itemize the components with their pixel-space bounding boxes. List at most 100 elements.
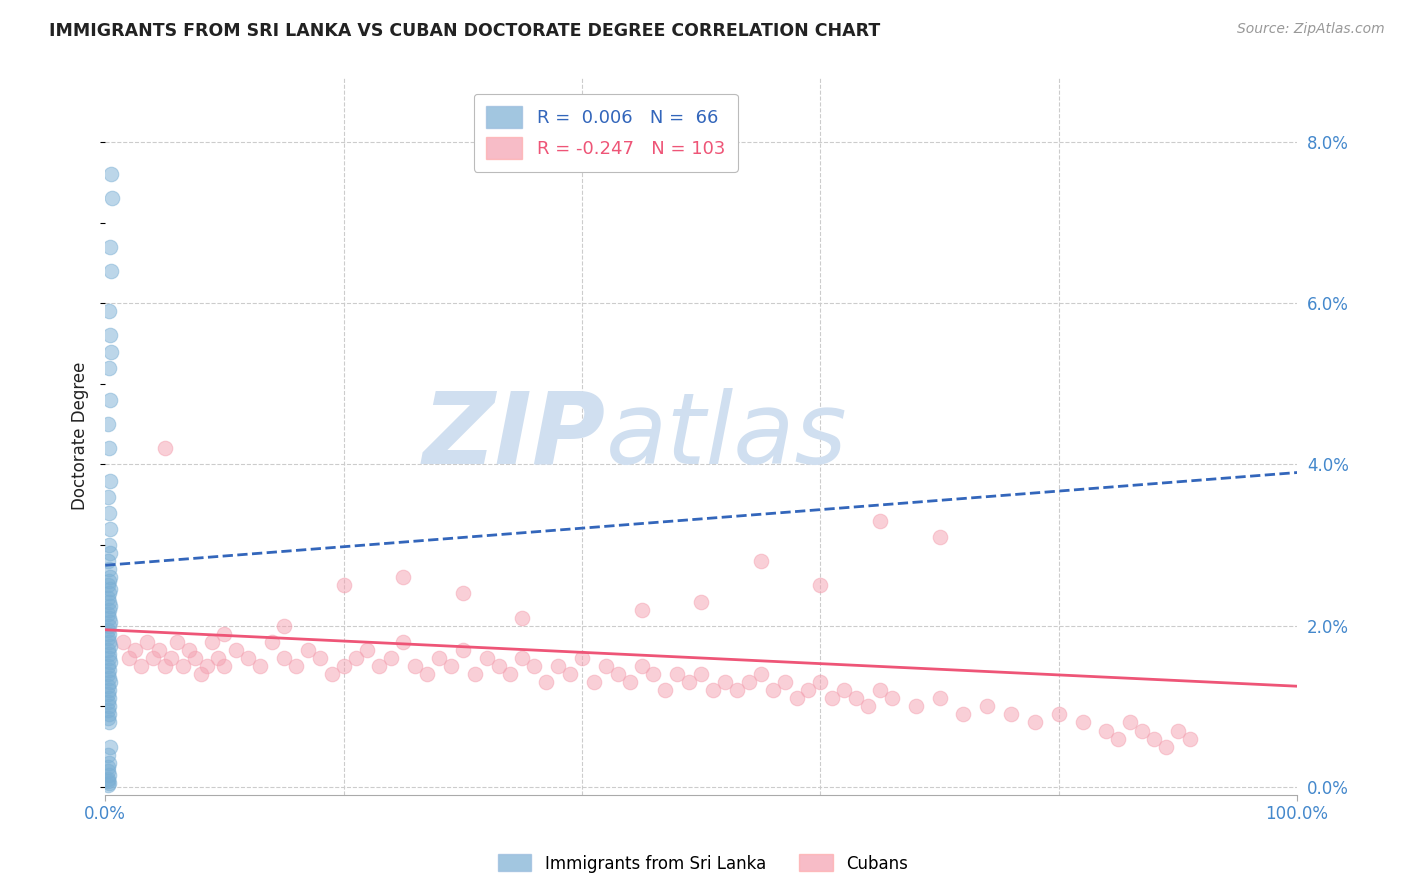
Point [98,739,121,754]
Legend: R =  0.006   N =  66, R = -0.247   N = 103: R = 0.006 N = 66, R = -0.247 N = 103 [474,94,738,172]
Point [1119,715,1142,730]
Point [98,599,121,613]
Point [214,659,236,673]
Point [100,344,122,359]
Point [749,554,772,568]
Point [100,167,122,181]
Text: IMMIGRANTS FROM SRI LANKA VS CUBAN DOCTORATE DEGREE CORRELATION CHART: IMMIGRANTS FROM SRI LANKA VS CUBAN DOCTO… [49,22,880,40]
Point [869,683,891,698]
Point [797,683,820,698]
Point [654,683,676,698]
Point [97,618,120,632]
Point [97,667,120,681]
Point [129,659,152,673]
Point [97,417,120,432]
Point [488,659,510,673]
Point [98,474,121,488]
Y-axis label: Doctorate Degree: Doctorate Degree [72,362,89,510]
Point [808,675,831,690]
Point [97,707,120,722]
Point [690,667,713,681]
Point [183,651,205,665]
Point [97,691,120,706]
Point [427,651,450,665]
Point [1107,731,1129,746]
Point [97,586,120,600]
Point [786,691,808,706]
Point [534,675,557,690]
Point [308,651,330,665]
Point [404,659,426,673]
Point [368,659,391,673]
Point [1178,731,1201,746]
Point [558,667,581,681]
Point [928,530,950,544]
Point [97,607,120,621]
Point [1167,723,1189,738]
Point [512,651,534,665]
Point [475,651,498,665]
Point [1154,739,1177,754]
Point [97,627,120,641]
Point [630,659,652,673]
Point [214,627,236,641]
Point [97,643,120,657]
Point [262,635,284,649]
Point [762,683,785,698]
Point [416,667,439,681]
Point [976,699,998,714]
Point [392,570,415,584]
Point [297,643,319,657]
Point [630,602,652,616]
Point [98,582,121,597]
Point [1143,731,1166,746]
Point [112,635,135,649]
Point [97,578,120,592]
Point [832,683,855,698]
Point [1130,723,1153,738]
Point [98,615,121,629]
Point [582,675,605,690]
Point [97,602,120,616]
Point [172,659,194,673]
Point [512,610,534,624]
Point [98,675,121,690]
Point [321,667,343,681]
Point [845,691,868,706]
Point [159,651,181,665]
Point [738,675,761,690]
Point [595,659,617,673]
Point [643,667,665,681]
Point [98,328,121,343]
Point [97,506,120,520]
Point [808,578,831,592]
Point [725,683,748,698]
Point [606,667,628,681]
Point [1047,707,1070,722]
Text: ZIP: ZIP [423,388,606,484]
Point [249,659,271,673]
Point [124,643,146,657]
Point [118,651,141,665]
Point [380,651,402,665]
Point [869,514,891,528]
Point [142,651,165,665]
Point [523,659,546,673]
Point [177,643,200,657]
Point [714,675,737,690]
Point [666,667,689,681]
Point [97,631,120,645]
Point [440,659,463,673]
Point [97,304,120,318]
Point [451,586,474,600]
Point [98,639,121,653]
Point [451,643,474,657]
Point [97,635,120,649]
Point [97,663,120,677]
Point [97,659,120,673]
Point [97,768,120,782]
Point [97,360,120,375]
Point [97,610,120,624]
Point [880,691,903,706]
Point [97,591,120,605]
